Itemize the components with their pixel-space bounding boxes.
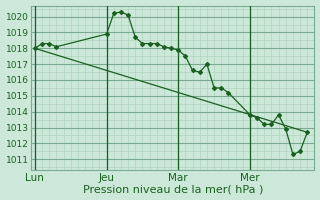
X-axis label: Pression niveau de la mer( hPa ): Pression niveau de la mer( hPa ) — [83, 184, 263, 194]
